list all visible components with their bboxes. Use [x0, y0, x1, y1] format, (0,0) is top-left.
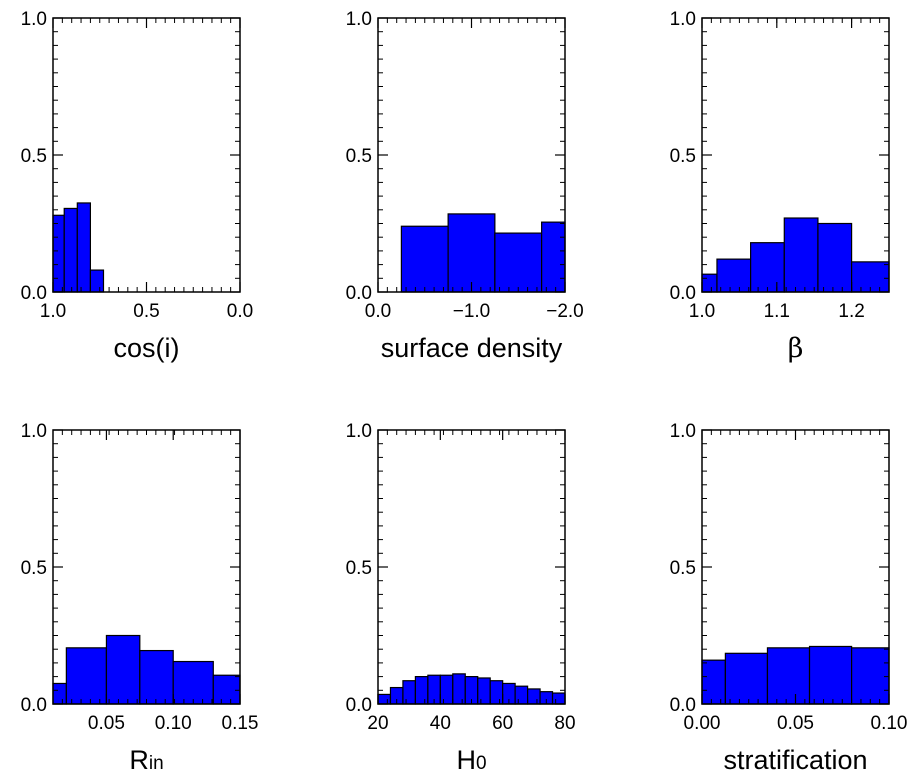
histogram-bar	[414, 675, 429, 705]
histogram-bar	[400, 225, 449, 293]
y-tick-label: 0.0	[21, 695, 47, 716]
histogram-bar	[76, 202, 91, 293]
histogram-panel: 1.0 1.1 1.2 0.0 0.5 1.0 β	[670, 9, 890, 364]
x-axis-title: H0	[456, 745, 486, 772]
y-tick-label: 0.0	[670, 283, 696, 304]
x-axis-title-main: cos(i)	[114, 333, 180, 363]
histogram-bar	[514, 685, 529, 705]
y-tick-label: 0.0	[346, 283, 372, 304]
y-tick-label: 0.5	[670, 146, 696, 167]
x-tick-label: 0.05	[777, 713, 814, 734]
histogram-bar	[701, 273, 718, 293]
histogram-panel: 0.05 0.10 0.15 0.0 0.5 1.0 Rin	[21, 421, 259, 772]
x-axis-title-main: stratification	[723, 745, 867, 772]
x-axis-title: cos(i)	[114, 333, 180, 363]
x-axis-title: stratification	[723, 745, 867, 772]
histogram-bar	[541, 221, 566, 293]
y-tick-label: 0.0	[21, 283, 47, 304]
histogram-bar	[439, 674, 454, 705]
y-tick-label: 0.0	[670, 695, 696, 716]
x-tick-label: 40	[430, 713, 451, 734]
x-tick-label: 20	[367, 713, 388, 734]
y-tick-label: 0.5	[346, 558, 372, 579]
x-axis-title: Rin	[129, 745, 163, 772]
x-tick-label: 60	[492, 713, 513, 734]
x-axis-title-main: R	[129, 745, 149, 772]
histogram-bar	[701, 659, 726, 705]
x-axis-title-subscript: 0	[476, 753, 487, 772]
axes-frame	[377, 429, 566, 705]
x-tick-label: −2.0	[546, 301, 584, 322]
x-axis-title: β	[788, 333, 804, 364]
x-tick-label: 80	[554, 713, 575, 734]
histogram-bar	[452, 673, 466, 705]
histogram-bar	[526, 688, 541, 705]
histogram-bar	[808, 645, 853, 705]
histogram-bar	[52, 214, 65, 293]
histogram-bar	[377, 693, 392, 705]
histogram-bar	[766, 647, 811, 705]
histogram-panel: 0.0 −1.0 −2.0 0.0 0.5 1.0 surface density	[346, 9, 584, 363]
y-tick-label: 0.0	[346, 695, 372, 716]
histogram-bar	[172, 660, 214, 705]
y-tick-label: 1.0	[21, 9, 47, 30]
x-tick-label: 1.0	[40, 301, 66, 322]
histogram-bar	[724, 652, 769, 705]
histogram-bar	[212, 674, 241, 705]
x-axis-title: surface density	[381, 333, 563, 363]
x-tick-label: 1.1	[764, 301, 790, 322]
histogram-bar	[447, 213, 496, 293]
y-tick-label: 1.0	[346, 421, 372, 442]
histogram-bar	[716, 258, 752, 293]
histogram-bar	[551, 692, 566, 705]
y-tick-label: 1.0	[346, 9, 372, 30]
y-tick-label: 0.5	[21, 558, 47, 579]
histogram-bar	[850, 647, 890, 705]
y-tick-label: 0.5	[346, 146, 372, 167]
histogram-bar	[494, 232, 543, 293]
histogram-bar	[65, 647, 108, 705]
x-tick-label: 0.00	[684, 713, 721, 734]
x-tick-label: 1.2	[838, 301, 864, 322]
x-axis-title-main: β	[788, 333, 804, 364]
histogram-bar	[139, 649, 174, 705]
histogram-bar	[402, 680, 416, 705]
histogram-bar	[89, 269, 105, 293]
y-tick-label: 1.0	[670, 9, 696, 30]
x-tick-label: 0.0	[365, 301, 391, 322]
histogram-bar	[52, 682, 67, 705]
x-tick-label: 0.5	[133, 301, 159, 322]
x-tick-label: 0.10	[871, 713, 908, 734]
histogram-bar	[477, 677, 491, 705]
y-tick-label: 1.0	[21, 421, 47, 442]
x-tick-label: 0.15	[222, 713, 259, 734]
x-tick-label: 0.0	[227, 301, 253, 322]
y-tick-label: 1.0	[670, 421, 696, 442]
histogram-panel: 20 40 60 80 0.0 0.5 1.0 H0	[346, 421, 576, 772]
y-tick-label: 0.5	[670, 558, 696, 579]
histogram-bar	[489, 680, 504, 705]
x-tick-label: 1.0	[689, 301, 715, 322]
histogram-bar	[783, 217, 819, 293]
y-tick-label: 0.5	[21, 146, 47, 167]
x-tick-label: 0.10	[155, 713, 192, 734]
x-axis-title-subscript: in	[149, 753, 164, 772]
histogram-bar	[105, 634, 141, 705]
histogram-bar	[750, 242, 785, 293]
x-tick-label: 0.05	[88, 713, 125, 734]
histogram-bar	[817, 222, 853, 293]
histogram-panel: 0.00 0.05 0.10 0.0 0.5 1.0 stratification	[670, 421, 908, 772]
histogram-bar	[63, 207, 78, 293]
x-axis-title-main: H	[456, 745, 476, 772]
x-tick-label: −1.0	[453, 301, 491, 322]
histogram-panel: 1.0 0.5 0.0 0.0 0.5 1.0 cos(i)	[21, 9, 254, 363]
x-axis-title-main: surface density	[381, 333, 563, 363]
